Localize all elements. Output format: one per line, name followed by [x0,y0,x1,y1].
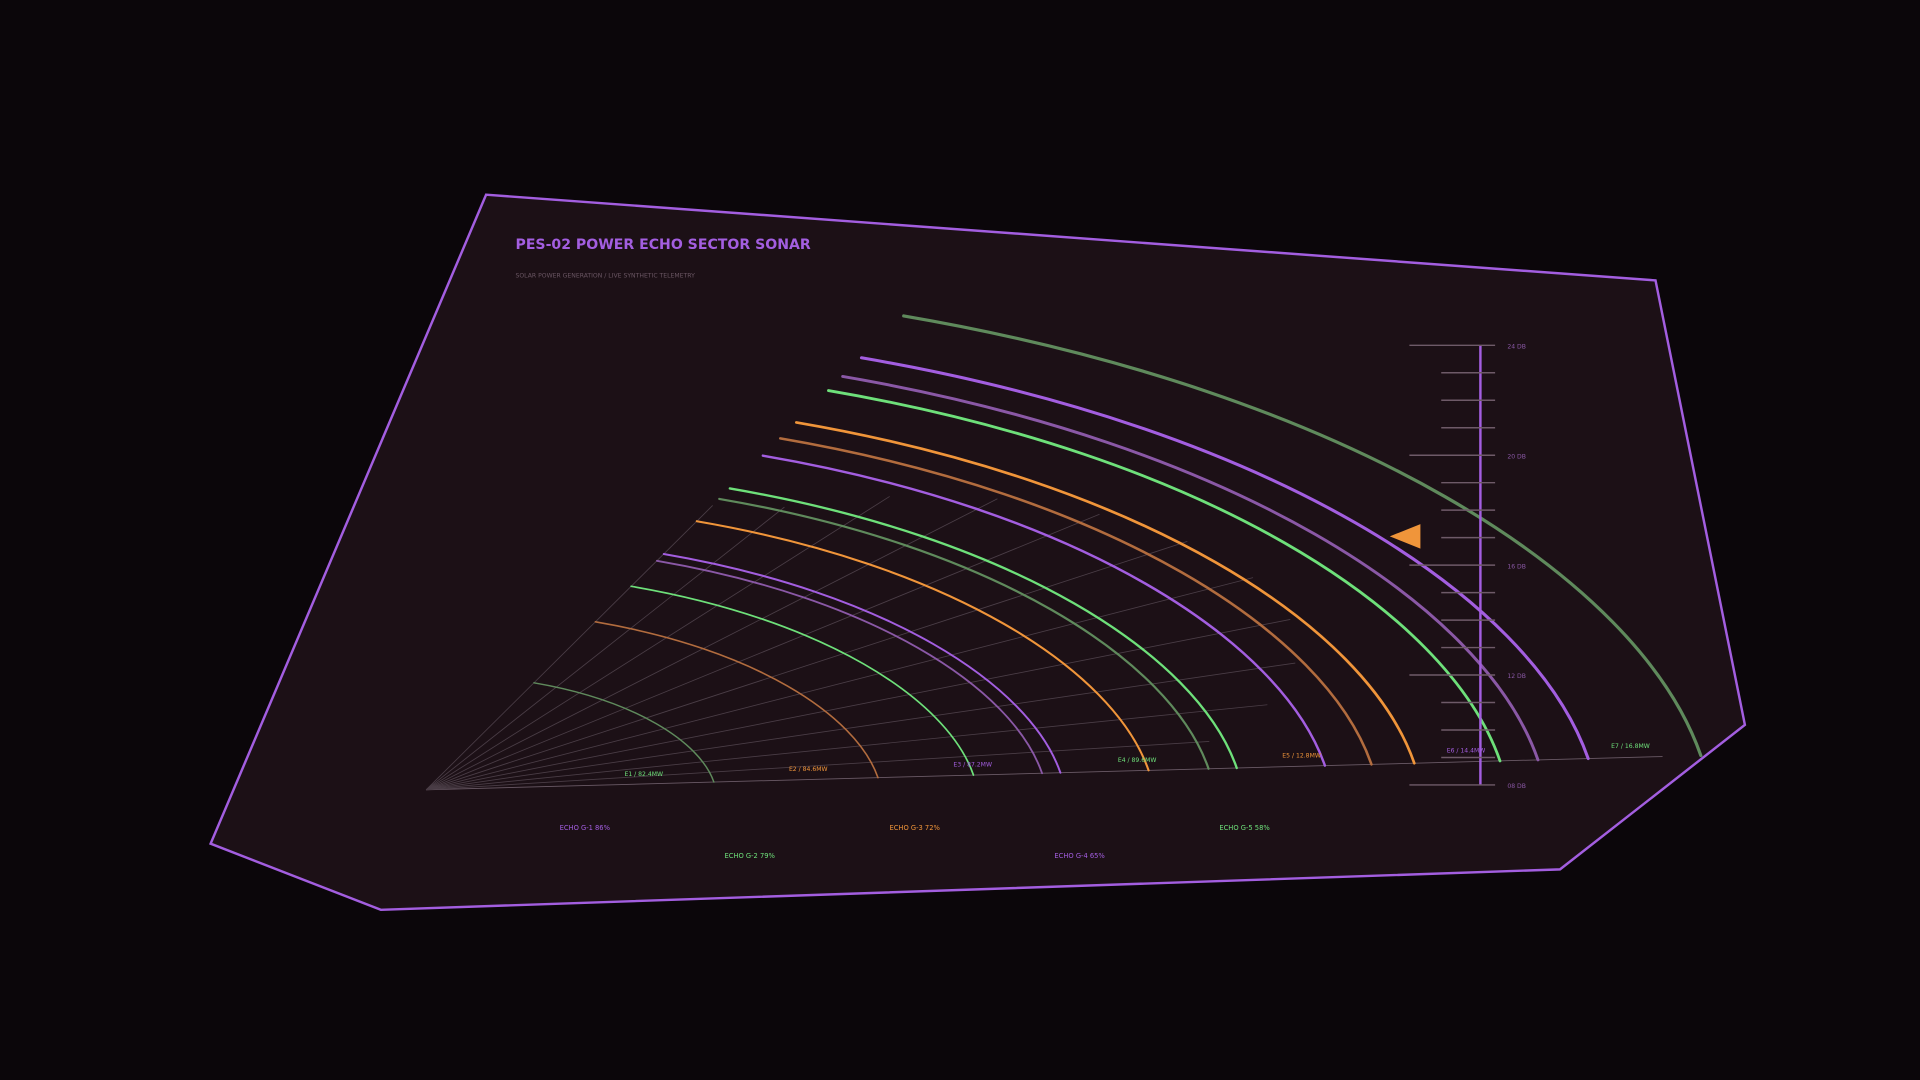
ray [425,540,1188,791]
arc-label: E7 / 16.8MW [1611,743,1650,750]
echo-arc [533,682,715,783]
echo-arc [594,621,879,779]
ray [425,496,890,791]
arc-label: E5 / 12.8MW [1282,752,1321,759]
arc-label: E4 / 89.6MW [1118,757,1157,764]
pointer [1389,524,1421,549]
panel [208,193,1747,912]
arc-label: E2 / 84.6MW [789,766,828,773]
echo-label: ECHO G-2 79% [725,852,776,860]
subtitle: SOLAR POWER GENERATION / LIVE SYNTHETIC … [516,273,696,280]
echo-arc [662,553,1062,774]
ray [426,741,1210,791]
echo-arc [902,314,1703,758]
scale-label: 08 DB [1507,783,1526,790]
ray [426,756,1663,791]
echo-arc [695,520,1150,772]
echo-arc [718,497,1210,770]
echo-arc [728,487,1238,770]
echo-label: ECHO G-1 86% [560,824,611,832]
ray [425,506,785,791]
ray [425,505,713,791]
echo-label: ECHO G-5 58% [1219,824,1270,832]
echo-label: ECHO G-3 72% [889,824,940,832]
echo-arc [841,374,1540,762]
echo-arc [655,559,1043,775]
arc-label: E3 / 87.2MW [953,762,992,769]
ray [425,498,998,791]
ray [426,619,1291,791]
arc-label: E1 / 82.4MW [624,771,663,778]
scale-label: 20 DB [1507,453,1526,460]
ray [426,577,1254,791]
scale-label: 16 DB [1507,563,1526,570]
echo-arc [794,421,1416,765]
title: PES-02 POWER ECHO SECTOR SONAR [516,237,811,253]
echo-arc [859,356,1590,761]
echo-arc [827,389,1502,763]
arc-label: E6 / 14.4MW [1447,748,1486,755]
scale-label: 24 DB [1507,344,1526,351]
echo-arc [761,454,1327,767]
echo-arc [778,437,1373,766]
scale-label: 12 DB [1507,673,1526,680]
echo-arc [630,585,975,776]
ray [426,704,1268,791]
echo-label: ECHO G-4 65% [1054,852,1105,860]
